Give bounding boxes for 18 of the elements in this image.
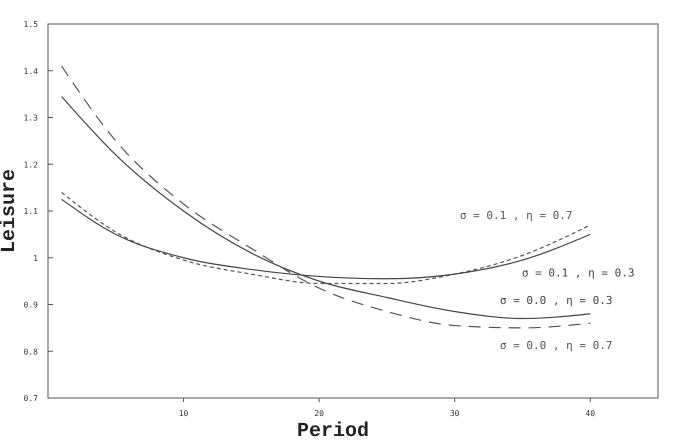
y-tick-label: 0.8 — [24, 347, 38, 356]
y-tick-label: 1.1 — [24, 207, 38, 216]
y-tick-label: 1.5 — [24, 20, 38, 29]
x-axis-title: Period — [296, 420, 370, 443]
series-label: σ = 0.1 , η = 0.3 — [522, 266, 635, 280]
series-label: σ = 0.1 , η = 0.7 — [460, 209, 573, 222]
x-tick-label: 40 — [585, 409, 596, 418]
x-tick-label: 20 — [314, 409, 324, 418]
x-tick-label: 10 — [178, 409, 189, 418]
series-label: σ = 0.0 , η = 0.7 — [500, 339, 613, 352]
y-tick-label: 1.4 — [24, 66, 38, 76]
y-tick-label: 0.7 — [24, 394, 38, 403]
y-tick-label: 1.3 — [24, 114, 38, 122]
y-tick-label: 1 — [33, 254, 38, 263]
y-tick-label: 0.9 — [24, 300, 38, 310]
series-label: σ = 0.0 , η = 0.3 — [500, 294, 613, 307]
x-tick-label: 30 — [450, 409, 460, 418]
y-tick-label: 1.2 — [24, 160, 38, 170]
